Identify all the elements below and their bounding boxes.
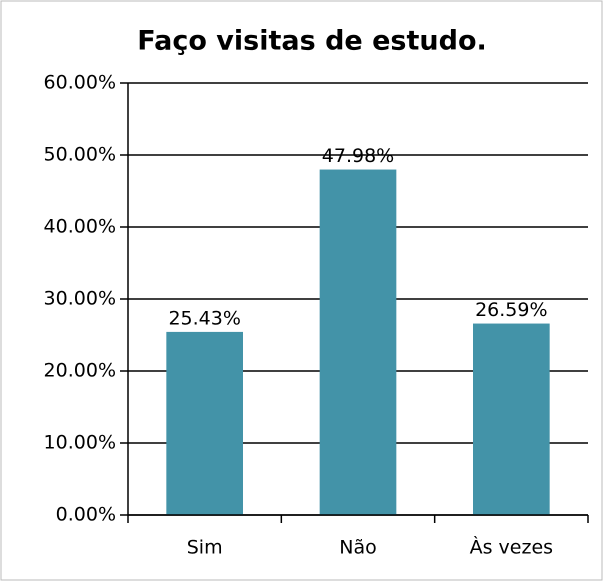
y-tick-label: 60.00% [44, 72, 116, 94]
y-tick-label: 10.00% [44, 432, 116, 454]
data-label: 47.98% [322, 145, 394, 167]
bar [473, 323, 550, 515]
y-tick-label: 50.00% [44, 144, 116, 166]
data-label: 25.43% [168, 307, 240, 329]
chart-title: Faço visitas de estudo. [137, 26, 487, 57]
bar [166, 331, 243, 515]
y-tick-label: 40.00% [44, 216, 116, 238]
bar [319, 169, 397, 515]
x-tick-label: Sim [187, 537, 223, 559]
y-tick-label: 0.00% [56, 504, 116, 526]
x-tick-label: Não [339, 537, 376, 559]
data-label: 26.59% [475, 299, 547, 321]
y-tick-label: 20.00% [44, 360, 116, 382]
x-tick-label: Às vezes [470, 536, 553, 559]
y-tick-label: 30.00% [44, 288, 116, 310]
